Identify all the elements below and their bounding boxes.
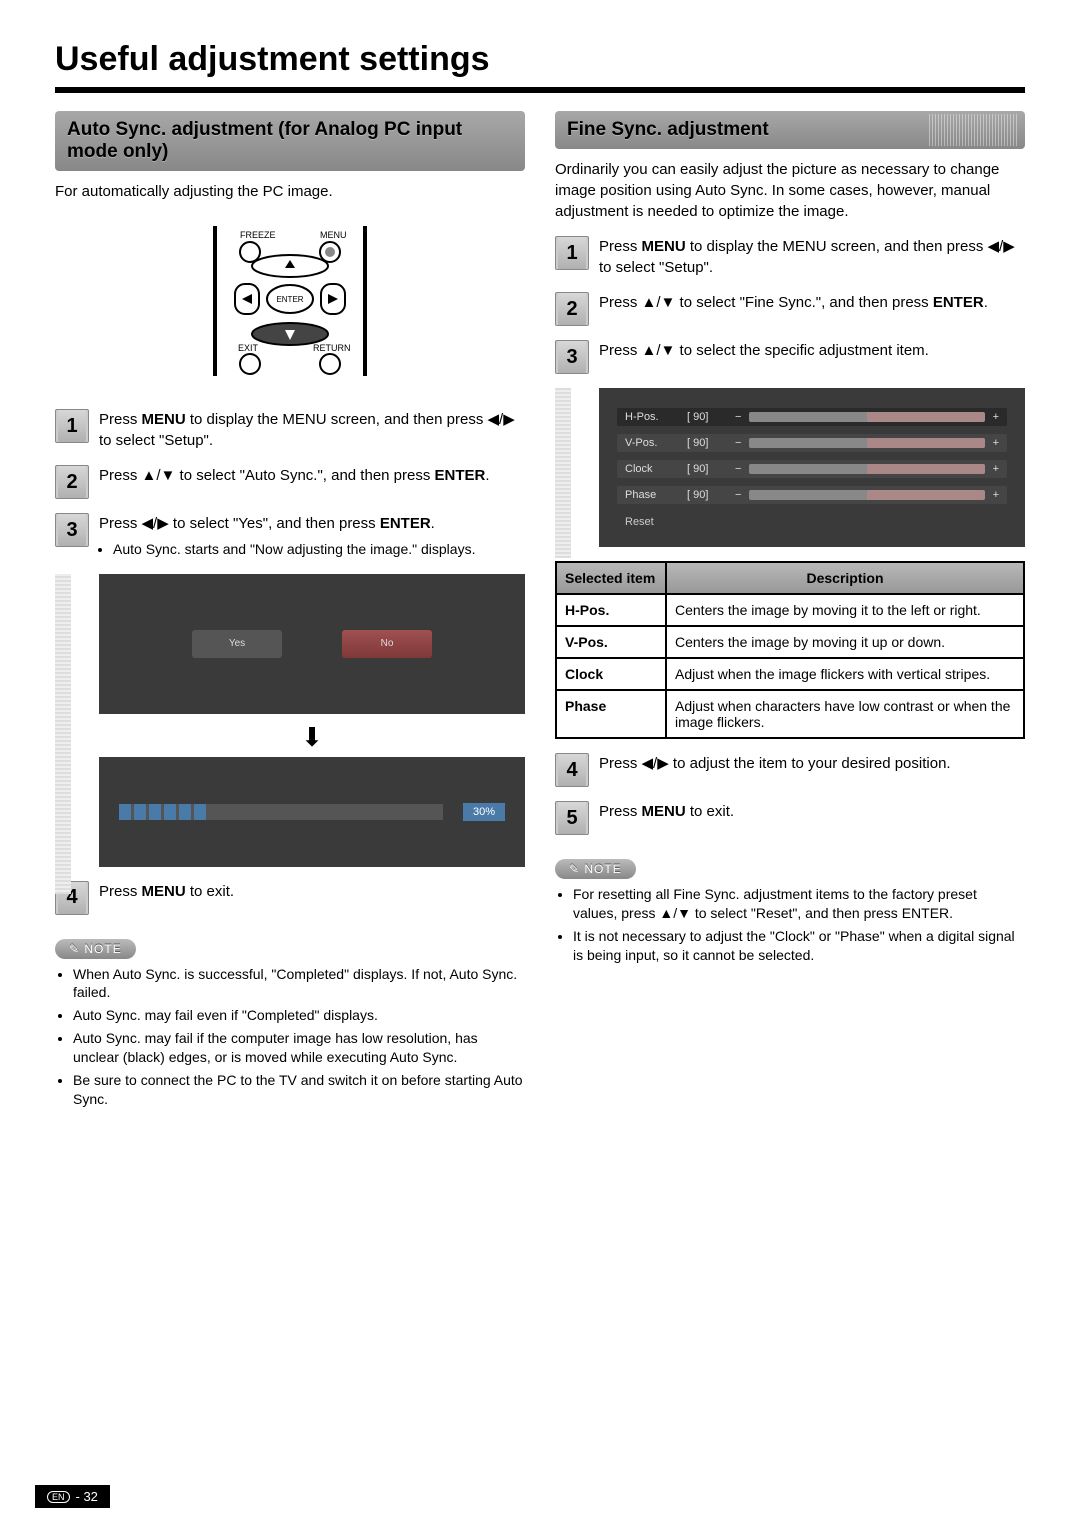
step-number: 2 <box>555 292 589 326</box>
menu-label: MENU <box>320 230 347 240</box>
left-step-4: 4 Press MENU to exit. <box>55 881 525 915</box>
th-selected: Selected item <box>556 562 666 594</box>
step-number: 1 <box>555 236 589 270</box>
left-column: Auto Sync. adjustment (for Analog PC inp… <box>55 111 525 1113</box>
progress-pct: 30% <box>463 803 505 821</box>
return-label: RETURN <box>313 343 351 353</box>
left-intro: For automatically adjusting the PC image… <box>55 181 525 202</box>
step-text: Press ▲/▼ to select "Auto Sync.", and th… <box>99 465 525 486</box>
right-header: Fine Sync. adjustment <box>555 111 1025 149</box>
table-row: ClockAdjust when the image flickers with… <box>556 658 1024 690</box>
adj-row-clock: Clock [ 90] −+ <box>617 460 1007 478</box>
note-item: Auto Sync. may fail if the computer imag… <box>73 1029 525 1067</box>
step-text: Press MENU to display the MENU screen, a… <box>599 236 1025 278</box>
page-title: Useful adjustment settings <box>55 40 1025 79</box>
right-intro: Ordinarily you can easily adjust the pic… <box>555 159 1025 222</box>
th-description: Description <box>666 562 1024 594</box>
adj-row-phase: Phase [ 90] −+ <box>617 486 1007 504</box>
adjustment-screen: H-Pos. [ 90] −+ V-Pos. [ 90] −+ Clock [ … <box>599 388 1025 547</box>
description-table: Selected item Description H-Pos.Centers … <box>555 561 1025 739</box>
header-texture <box>929 114 1019 146</box>
footer-page: - 32 <box>76 1489 98 1504</box>
progress-screen: 30% <box>99 757 525 867</box>
right-notes: For resetting all Fine Sync. adjustment … <box>555 885 1025 965</box>
texture-strip <box>55 574 71 894</box>
footer-lang: EN <box>47 1491 70 1503</box>
step-text: Press ◀/▶ to adjust the item to your des… <box>599 753 1025 774</box>
table-row: H-Pos.Centers the image by moving it to … <box>556 594 1024 626</box>
freeze-label: FREEZE <box>240 230 276 240</box>
table-row: V-Pos.Centers the image by moving it up … <box>556 626 1024 658</box>
title-rule <box>55 87 1025 93</box>
step-number: 4 <box>555 753 589 787</box>
step-sub: Auto Sync. starts and "Now adjusting the… <box>99 540 525 560</box>
note-badge: ✎ NOTE <box>55 939 136 959</box>
right-step-3: 3 Press ▲/▼ to select the specific adjus… <box>555 340 1025 374</box>
right-step-2: 2 Press ▲/▼ to select "Fine Sync.", and … <box>555 292 1025 326</box>
yes-no-screen: Yes No <box>99 574 525 714</box>
note-item: For resetting all Fine Sync. adjustment … <box>573 885 1025 923</box>
right-step-4: 4 Press ◀/▶ to adjust the item to your d… <box>555 753 1025 787</box>
right-step-1: 1 Press MENU to display the MENU screen,… <box>555 236 1025 278</box>
no-button: No <box>342 630 432 658</box>
adj-row-hpos: H-Pos. [ 90] −+ <box>617 408 1007 426</box>
page-footer: EN - 32 <box>35 1485 110 1508</box>
step-text: Press ▲/▼ to select the specific adjustm… <box>599 340 1025 361</box>
note-item: When Auto Sync. is successful, "Complete… <box>73 965 525 1003</box>
step-text: Press ◀/▶ to select "Yes", and then pres… <box>99 513 525 560</box>
step-number: 5 <box>555 801 589 835</box>
step-text: Press MENU to display the MENU screen, a… <box>99 409 525 451</box>
exit-label: EXIT <box>238 343 259 353</box>
yes-button: Yes <box>192 630 282 658</box>
columns: Auto Sync. adjustment (for Analog PC inp… <box>55 111 1025 1113</box>
step-number: 3 <box>555 340 589 374</box>
texture-strip <box>555 388 571 558</box>
right-step-5: 5 Press MENU to exit. <box>555 801 1025 835</box>
adj-row-vpos: V-Pos. [ 90] −+ <box>617 434 1007 452</box>
step-text: Press MENU to exit. <box>599 801 1025 822</box>
enter-label: ENTER <box>276 295 303 304</box>
remote-diagram: FREEZE MENU ENTER EXIT RETURN <box>55 216 525 391</box>
left-step-3: 3 Press ◀/▶ to select "Yes", and then pr… <box>55 513 525 560</box>
left-step-2: 2 Press ▲/▼ to select "Auto Sync.", and … <box>55 465 525 499</box>
left-header: Auto Sync. adjustment (for Analog PC inp… <box>55 111 525 171</box>
down-arrow-icon: ⬇ <box>99 722 525 753</box>
step-number: 1 <box>55 409 89 443</box>
step-text: Press ▲/▼ to select "Fine Sync.", and th… <box>599 292 1025 313</box>
step-number: 3 <box>55 513 89 547</box>
note-item: Be sure to connect the PC to the TV and … <box>73 1071 525 1109</box>
left-notes: When Auto Sync. is successful, "Complete… <box>55 965 525 1109</box>
step-text: Press MENU to exit. <box>99 881 525 902</box>
left-step-1: 1 Press MENU to display the MENU screen,… <box>55 409 525 451</box>
note-item: It is not necessary to adjust the "Clock… <box>573 927 1025 965</box>
progress-bar <box>119 804 443 820</box>
table-row: PhaseAdjust when characters have low con… <box>556 690 1024 738</box>
adj-reset: Reset <box>617 513 662 531</box>
note-item: Auto Sync. may fail even if "Completed" … <box>73 1006 525 1025</box>
step-number: 2 <box>55 465 89 499</box>
note-badge: ✎ NOTE <box>555 859 636 879</box>
right-column: Fine Sync. adjustment Ordinarily you can… <box>555 111 1025 1113</box>
